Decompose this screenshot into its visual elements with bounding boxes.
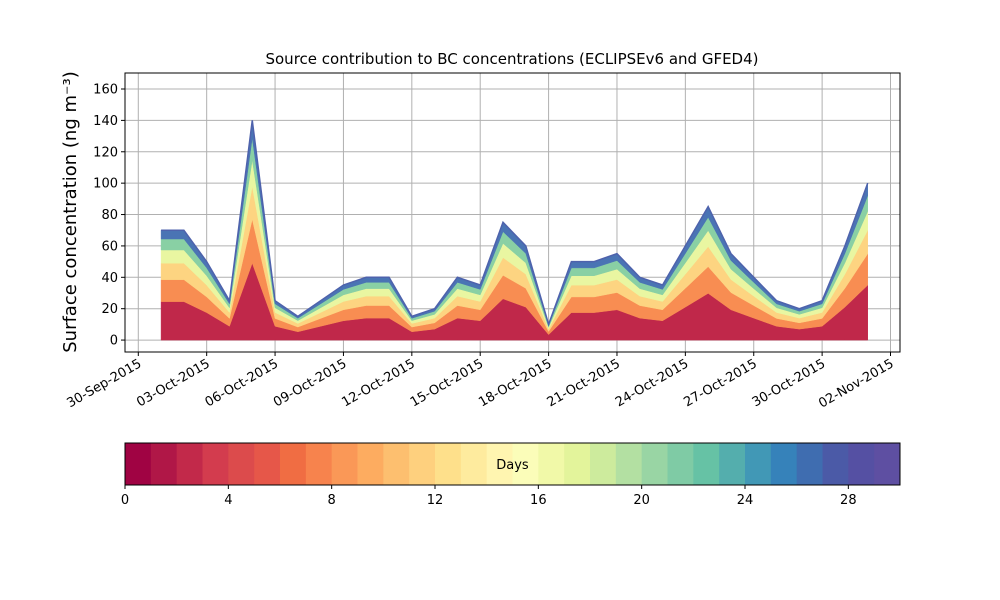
y-tick-label: 20 — [101, 302, 118, 317]
colorbar-frame — [124, 442, 901, 486]
x-tick-label: 24-Oct-2015 — [613, 356, 691, 410]
colorbar-swatch — [357, 443, 384, 485]
colorbar-swatch — [331, 443, 358, 485]
x-tick-label: 27-Oct-2015 — [681, 356, 759, 410]
colorbar-swatch — [770, 443, 798, 485]
area-top-line — [161, 120, 869, 327]
y-tick-label: 160 — [93, 83, 118, 98]
plot-frame — [124, 72, 901, 353]
colorbar-swatch — [512, 443, 539, 485]
x-tick-label: 30-Sep-2015 — [64, 356, 144, 411]
colorbar-swatch — [719, 443, 746, 485]
colorbar-swatch — [150, 443, 178, 485]
y-tick-label: 60 — [101, 239, 118, 254]
colorbar-swatch — [383, 443, 410, 485]
x-tick-label: 18-Oct-2015 — [476, 356, 554, 410]
colorbar-tick-label: 12 — [427, 493, 444, 508]
colorbar-tick-label: 24 — [737, 493, 754, 508]
colorbar-label: Days — [496, 458, 529, 473]
colorbar-swatch — [745, 443, 772, 485]
x-tick-label: 09-Oct-2015 — [271, 356, 349, 410]
y-tick-label: 0 — [110, 334, 118, 349]
colorbar-swatch — [796, 443, 823, 485]
colorbar-swatch — [435, 443, 462, 485]
x-tick-label: 06-Oct-2015 — [203, 356, 281, 410]
colorbar-tick-label: 4 — [224, 493, 232, 508]
colorbar-swatch — [176, 443, 203, 485]
colorbar-swatch — [848, 443, 875, 485]
colorbar-swatch — [305, 443, 333, 485]
colorbar-tick-label: 16 — [530, 493, 547, 508]
colorbar-tick-label: 8 — [328, 493, 336, 508]
colorbar-swatch — [615, 443, 643, 485]
colorbar-swatch — [641, 443, 668, 485]
colorbar-swatch — [280, 443, 307, 485]
y-tick-label: 80 — [101, 208, 118, 223]
colorbar-swatch — [822, 443, 849, 485]
colorbar-swatch — [254, 443, 281, 485]
y-tick-label: 40 — [101, 271, 118, 286]
y-tick-label: 100 — [93, 177, 118, 192]
x-tick-label: 12-Oct-2015 — [339, 356, 417, 410]
x-tick-label: 02-Nov-2015 — [816, 356, 896, 411]
x-tick-label: 30-Oct-2015 — [750, 356, 828, 410]
colorbar-swatch — [486, 443, 513, 485]
y-axis-label: Surface concentration (ng m⁻³) — [60, 71, 81, 353]
colorbar-swatch — [693, 443, 720, 485]
colorbar-tick-label: 28 — [840, 493, 857, 508]
colorbar-swatch — [228, 443, 255, 485]
colorbar-swatch — [460, 443, 488, 485]
colorbar-swatch — [538, 443, 565, 485]
x-tick-label: 21-Oct-2015 — [545, 356, 623, 410]
x-tick-label: 03-Oct-2015 — [134, 356, 212, 410]
colorbar-swatch — [202, 443, 229, 485]
colorbar-tick-label: 0 — [121, 493, 129, 508]
colorbar-tick-label: 20 — [633, 493, 650, 508]
colorbar-swatch — [590, 443, 617, 485]
colorbar-swatch — [125, 443, 152, 485]
y-tick-label: 140 — [93, 114, 118, 129]
colorbar-swatch — [874, 443, 901, 485]
colorbar-swatch — [564, 443, 591, 485]
y-tick-label: 120 — [93, 145, 118, 160]
colorbar-swatch — [409, 443, 436, 485]
x-tick-label: 15-Oct-2015 — [408, 356, 486, 410]
colorbar-swatch — [667, 443, 694, 485]
chart-title: Source contribution to BC concentrations… — [265, 50, 758, 68]
